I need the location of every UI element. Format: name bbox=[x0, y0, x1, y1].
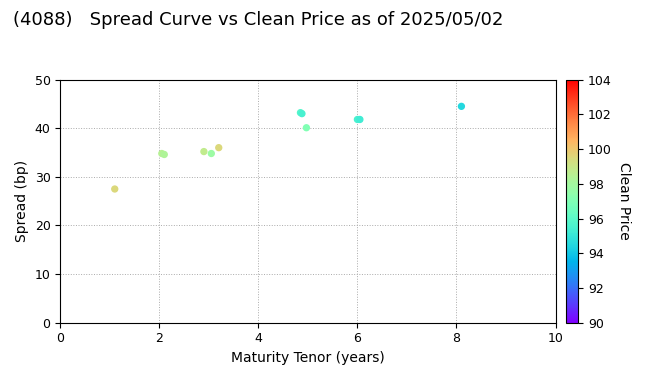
Point bbox=[295, 109, 306, 116]
Point bbox=[297, 111, 307, 117]
X-axis label: Maturity Tenor (years): Maturity Tenor (years) bbox=[231, 351, 385, 365]
Point bbox=[159, 152, 170, 158]
Point bbox=[352, 116, 363, 122]
Point bbox=[355, 116, 365, 122]
Point bbox=[301, 125, 311, 131]
Point bbox=[199, 149, 209, 155]
Point bbox=[157, 150, 167, 157]
Point bbox=[214, 145, 224, 151]
Point bbox=[206, 150, 216, 157]
Point bbox=[456, 103, 467, 109]
Y-axis label: Spread (bp): Spread (bp) bbox=[15, 160, 29, 242]
Y-axis label: Clean Price: Clean Price bbox=[618, 162, 631, 240]
Point bbox=[110, 186, 120, 192]
Text: (4088)   Spread Curve vs Clean Price as of 2025/05/02: (4088) Spread Curve vs Clean Price as of… bbox=[13, 11, 503, 29]
